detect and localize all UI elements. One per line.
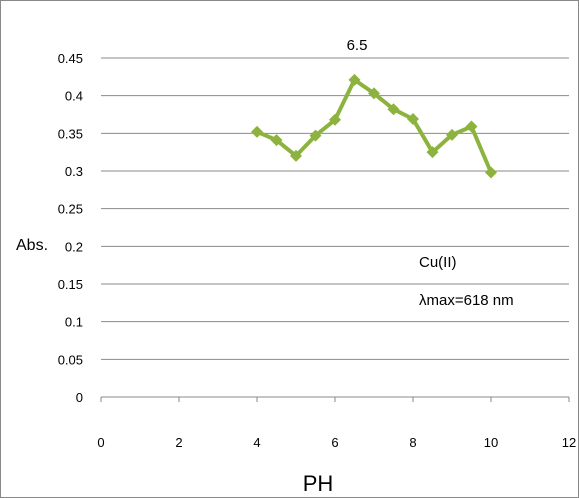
gridlines <box>101 57 569 398</box>
x-axis-title: PH <box>303 471 334 496</box>
sample-annotation: Cu(II) <box>419 254 457 271</box>
y-tick-label: 0.1 <box>65 315 83 330</box>
x-tick-label: 12 <box>562 435 576 450</box>
data-point-marker <box>290 149 302 162</box>
y-tick-label: 0.3 <box>65 164 83 179</box>
series-layer <box>251 73 497 179</box>
x-tick-label: 8 <box>409 435 416 450</box>
data-point-marker <box>485 166 497 179</box>
y-tick-label: 0.4 <box>65 89 83 104</box>
lambda-max-annotation: λmax=618 nm <box>419 292 514 309</box>
data-point-marker <box>329 113 341 126</box>
x-tick-label: 0 <box>97 435 104 450</box>
y-tick-label: 0.45 <box>58 51 83 66</box>
y-tick-label: 0.05 <box>58 352 83 367</box>
data-point-marker <box>426 146 439 159</box>
x-tick-label: 4 <box>253 435 260 450</box>
y-tick-label: 0.25 <box>58 202 83 217</box>
x-tick-label: 6 <box>331 435 338 450</box>
data-point-marker <box>348 73 361 86</box>
y-tick-label: 0.35 <box>58 126 83 141</box>
y-tick-label: 0 <box>76 390 83 405</box>
y-tick-label: 0.2 <box>65 239 83 254</box>
data-point-marker <box>270 134 283 147</box>
data-point-marker <box>368 87 380 100</box>
x-tick-labels: 0 2 4 6 8 10 12 <box>97 397 576 450</box>
data-point-marker <box>446 128 458 141</box>
y-tick-label: 0.15 <box>58 277 83 292</box>
data-point-marker <box>387 103 400 116</box>
x-tick-label: 2 <box>175 435 182 450</box>
data-point-marker <box>309 129 322 142</box>
x-tick-label: 10 <box>484 435 498 450</box>
data-point-marker <box>407 113 419 126</box>
y-axis-title: Abs. <box>16 237 48 254</box>
data-point-marker <box>251 125 263 138</box>
peak-annotation: 6.5 <box>347 37 368 54</box>
y-tick-labels: 0 0.05 0.1 0.15 0.2 0.25 0.3 0.35 0.4 0.45 <box>58 51 83 405</box>
data-point-marker <box>465 120 478 133</box>
